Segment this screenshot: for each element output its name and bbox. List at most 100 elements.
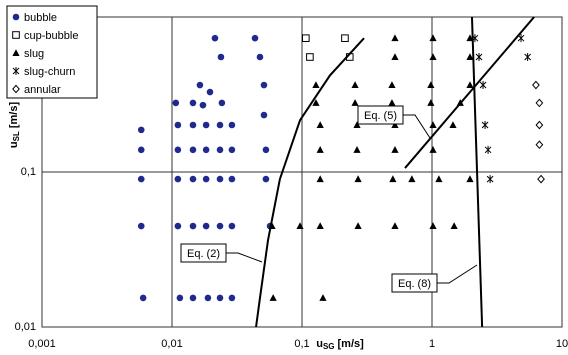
- point: [204, 294, 212, 302]
- point: [353, 121, 361, 129]
- point: [391, 222, 399, 230]
- point: [216, 222, 224, 230]
- point: [189, 175, 197, 183]
- point: [216, 175, 224, 183]
- point: [189, 294, 197, 302]
- x-label: uSG [m/s]: [316, 338, 364, 351]
- point: [475, 52, 483, 61]
- point: [174, 121, 182, 129]
- point: [137, 222, 145, 230]
- point: [262, 175, 270, 183]
- point: [202, 175, 210, 183]
- point: [206, 88, 214, 96]
- point: [354, 222, 362, 230]
- leader-line: [226, 252, 263, 263]
- point: [429, 53, 437, 60]
- point: [302, 34, 310, 42]
- point: [199, 101, 207, 109]
- point: [306, 53, 314, 61]
- point: [353, 146, 361, 153]
- y-tick-label: 0,1: [21, 166, 36, 178]
- point: [174, 146, 182, 154]
- point: [260, 81, 268, 89]
- point: [351, 81, 359, 89]
- point: [316, 222, 324, 230]
- point: [189, 99, 197, 107]
- annotation-box: [391, 273, 438, 293]
- point: [228, 294, 236, 302]
- point: [202, 222, 210, 230]
- point: [228, 222, 236, 230]
- axis-label-subscript: SL: [12, 131, 21, 141]
- point: [537, 174, 545, 184]
- point: [202, 121, 210, 129]
- annotation: Eq. (8): [398, 278, 431, 290]
- point: [218, 99, 226, 107]
- point: [388, 81, 396, 89]
- point: [535, 140, 544, 150]
- legend-marker: [12, 31, 20, 39]
- point: [429, 222, 437, 230]
- point: [312, 81, 320, 89]
- point: [137, 146, 145, 154]
- leader-line: [403, 114, 431, 139]
- legend-marker: [12, 84, 20, 94]
- leader-line: [437, 264, 478, 284]
- point: [316, 121, 324, 129]
- point: [269, 294, 277, 301]
- point: [466, 81, 474, 89]
- point: [189, 121, 197, 129]
- point: [481, 121, 489, 130]
- point: [202, 146, 210, 154]
- x-tick-label: 0,01: [161, 338, 182, 350]
- point: [391, 121, 399, 129]
- point: [450, 222, 458, 230]
- point: [388, 99, 396, 106]
- legend-marker: [12, 49, 20, 56]
- annotation-box: [357, 105, 404, 125]
- point: [189, 222, 197, 230]
- point: [391, 53, 399, 60]
- point: [196, 81, 204, 89]
- point: [216, 121, 224, 129]
- point: [217, 53, 225, 61]
- axis-label-symbol: u: [8, 141, 20, 148]
- point: [429, 146, 437, 153]
- point: [251, 34, 259, 42]
- point: [354, 175, 362, 183]
- point: [479, 81, 487, 90]
- legend-label: slug-churn: [24, 66, 75, 78]
- point: [316, 146, 324, 153]
- point: [535, 120, 544, 130]
- point: [312, 99, 320, 106]
- point: [319, 294, 327, 301]
- point: [427, 99, 435, 106]
- annotation-box: [180, 243, 227, 263]
- point: [174, 175, 182, 183]
- legend-label: slug: [24, 48, 44, 60]
- legend-marker: [12, 67, 20, 75]
- point: [228, 175, 236, 183]
- point: [429, 34, 437, 42]
- point: [296, 222, 304, 230]
- legend-marker: [12, 13, 20, 21]
- annotation: Eq. (5): [364, 110, 397, 122]
- point: [351, 99, 359, 106]
- point: [139, 294, 147, 302]
- y-label: uSL [m/s]: [8, 102, 21, 149]
- point: [216, 146, 224, 154]
- point: [532, 80, 540, 90]
- point: [535, 98, 544, 108]
- point: [466, 53, 474, 60]
- legend-label: annular: [24, 84, 61, 96]
- point: [256, 53, 264, 61]
- point: [486, 175, 494, 184]
- point: [228, 121, 236, 129]
- point: [262, 146, 270, 154]
- axis-label-subscript: SG: [323, 342, 335, 351]
- point: [391, 34, 399, 42]
- x-tick-label: 0,001: [28, 338, 56, 350]
- legend-label: bubble: [24, 12, 57, 24]
- point: [435, 175, 443, 183]
